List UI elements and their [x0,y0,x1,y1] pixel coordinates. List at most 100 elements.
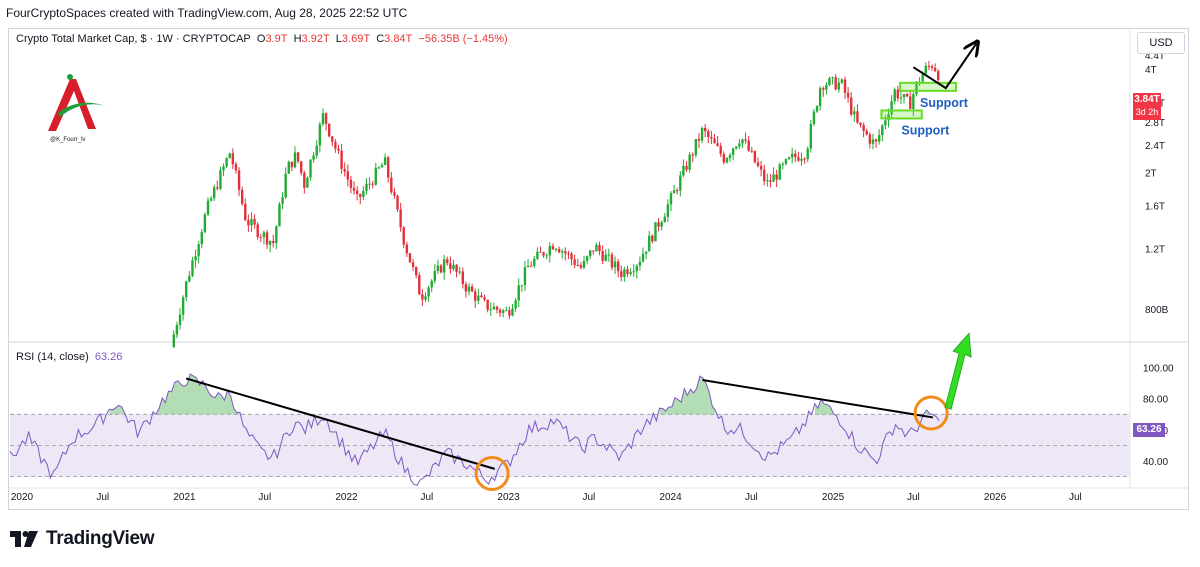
candle-body-193 [772,174,775,182]
candle-body-63 [368,183,371,185]
price-tick-label-7: 1.2T [1145,245,1165,256]
candle-body-30 [265,232,269,245]
currency-selector[interactable]: USD [1137,32,1185,54]
candle-body-106 [501,310,505,313]
candle-body-146 [626,269,629,275]
candle-body-141 [610,254,614,268]
candle-body-242 [924,65,927,74]
candle-body-196 [781,163,785,165]
candle-body-123 [554,249,558,251]
candle-body-52 [334,141,337,149]
support-label-0: Support [901,123,950,137]
candle-body-241 [921,73,924,82]
candle-body-210 [825,84,828,90]
last-price-tag: 3.84T 3d 2h [1133,93,1161,120]
candle-body-20 [234,164,238,171]
candle-body-75 [405,244,409,254]
footer-brand[interactable]: TradingView [10,528,155,550]
candle-body-108 [508,310,511,316]
candle-body-107 [505,310,508,312]
open-label: O [256,33,266,45]
candle-body-245 [933,67,937,71]
rsi-title[interactable]: RSI (14, close) [16,351,89,363]
rsi-overbought-fill-7 [923,409,930,415]
support-label-1: Support [920,96,969,110]
candle-body-217 [846,92,850,98]
time-axis[interactable]: 2020 Jul 2021 Jul 2022 Jul 2023 Jul 2024 Jul 2025 J… [11,492,1082,503]
rsi-value-tag: 63.26 [1133,423,1165,437]
candle-body-176 [719,145,722,155]
candle-body-136 [595,244,598,252]
candle-body-203 [803,158,806,160]
rsi-tick-label-1: 80.00 [1143,395,1168,406]
candle-body-55 [343,168,346,172]
candle-body-28 [259,237,263,239]
symbol-name[interactable]: Crypto Total Market Cap, $ · 1W · CRYPTO… [16,33,251,45]
candle-body-154 [651,235,654,242]
candle-body-153 [648,235,651,252]
candle-body-56 [346,171,350,180]
candle-body-169 [697,139,701,141]
watermark-handle: @K_Fourr_lv [50,137,86,143]
candle-body-158 [663,216,666,223]
price-tick-label-1: 4T [1145,65,1157,76]
candle-body-237 [909,96,912,109]
candle-body-81 [424,296,427,300]
candle-body-200 [794,153,797,158]
tradingview-logo-icon [10,531,38,547]
candle-body-229 [884,120,887,126]
symbol-legend: Crypto Total Market Cap, $ · 1W · CRYPTO… [16,33,508,45]
candle-body-211 [828,78,831,85]
candle-body-79 [418,275,421,295]
candle-body-49 [324,113,328,124]
candle-body-171 [703,127,707,132]
candle-body-216 [843,79,847,93]
time-tick-label-13: Jul [1069,492,1082,503]
candle-body-167 [691,154,694,156]
time-tick-label-4: 2022 [335,492,358,503]
candle-body-218 [850,97,853,115]
candle-body-220 [856,111,859,123]
candle-body-77 [411,262,415,268]
candle-body-227 [877,135,881,142]
candle-body-170 [700,127,704,141]
candle-body-35 [281,197,284,204]
candle-body-6 [191,260,194,276]
candle-body-22 [240,189,244,204]
candle-body-34 [278,203,281,227]
candle-body-112 [520,285,524,287]
candle-body-116 [533,258,536,266]
candle-body-204 [806,148,809,160]
candle-body-101 [486,299,489,310]
candle-body-236 [905,94,909,97]
candle-body-178 [725,158,729,163]
candle-body-43 [306,177,309,188]
candle-body-29 [262,232,266,238]
candle-body-246 [937,70,940,80]
candle-body-62 [365,183,368,191]
candle-body-41 [300,161,303,173]
candle-body-99 [480,295,483,298]
candle-body-222 [862,125,865,131]
candle-body-185 [747,140,750,151]
candle-body-53 [337,148,340,151]
candle-body-183 [741,139,744,144]
candle-body-152 [644,251,648,254]
candle-body-36 [284,173,287,198]
candle-body-202 [800,158,803,161]
candle-body-238 [912,94,915,109]
rsi-overbought-fill-1 [109,405,125,415]
candle-body-206 [812,111,816,124]
candle-body-201 [797,157,800,161]
breakout-arrow [944,332,972,410]
candle-body-165 [685,165,688,170]
candle-body-131 [579,265,583,268]
candle-body-7 [194,256,197,261]
candle-body-173 [710,136,713,139]
high-value: 3.92T [301,33,330,45]
candle-body-137 [598,244,601,252]
candle-body-199 [790,153,794,158]
